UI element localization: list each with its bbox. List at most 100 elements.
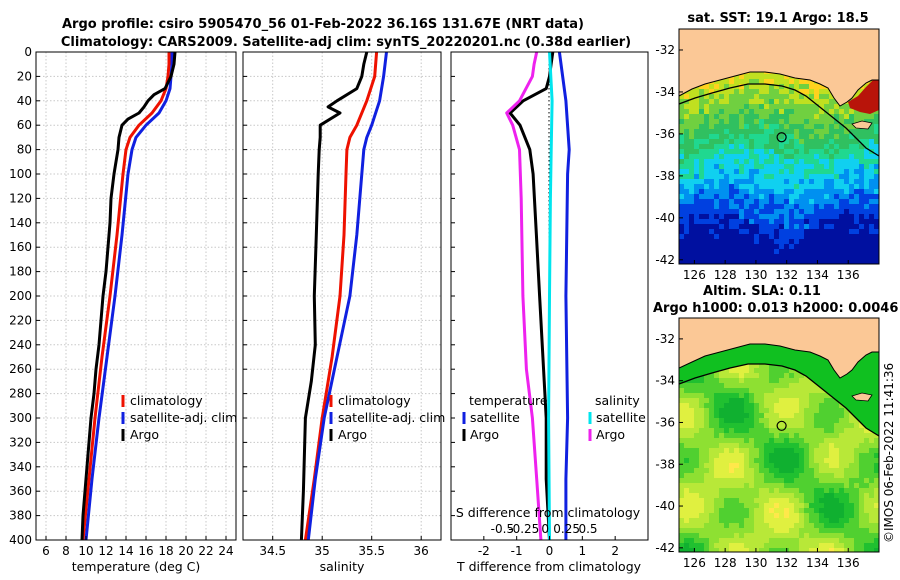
heatmap-cell (839, 219, 845, 225)
heatmap-cell (864, 543, 870, 549)
heatmap-cell (779, 154, 785, 160)
heatmap-cell (804, 433, 810, 439)
heatmap-cell (709, 373, 715, 379)
series-line-satellite-adj-clim (306, 51, 388, 541)
heatmap-cell (704, 239, 710, 245)
heatmap-cell (859, 523, 865, 529)
heatmap-cell (684, 199, 690, 205)
heatmap-cell (709, 478, 715, 484)
heatmap-cell (704, 94, 710, 100)
heatmap-cell (874, 533, 879, 539)
heatmap-cell (769, 249, 775, 255)
heatmap-cell (729, 423, 735, 429)
heatmap-cell (849, 478, 855, 484)
heatmap-cell (734, 199, 740, 205)
heatmap-cell (689, 423, 695, 429)
heatmap-cell (729, 94, 735, 100)
y-tick-label: 220 (9, 313, 32, 327)
heatmap-cell (794, 109, 800, 115)
heatmap-cell (724, 99, 730, 105)
heatmap-cell (734, 388, 740, 394)
heatmap-cell (799, 134, 805, 140)
heatmap-cell (859, 548, 865, 552)
heatmap-cell (769, 109, 775, 115)
heatmap-cell (784, 413, 790, 419)
heatmap-cell (719, 139, 725, 145)
heatmap-cell (869, 473, 875, 479)
heatmap-cell (714, 174, 720, 180)
heatmap-cell (849, 533, 855, 539)
heatmap-cell (854, 194, 860, 200)
heatmap-cell (709, 244, 715, 250)
heatmap-cell (759, 493, 765, 499)
heatmap-cell (804, 518, 810, 524)
heatmap-cell (864, 528, 870, 534)
heatmap-cell (829, 518, 835, 524)
heatmap-cell (754, 488, 760, 494)
heatmap-cell (689, 209, 695, 215)
heatmap-cell (694, 438, 700, 444)
heatmap-cell (864, 498, 870, 504)
heatmap-cell (794, 543, 800, 549)
heatmap-cell (684, 503, 690, 509)
heatmap-cell (689, 169, 695, 175)
heatmap-cell (789, 159, 795, 165)
heatmap-cell (834, 154, 840, 160)
heatmap-cell (729, 523, 735, 529)
heatmap-cell (829, 523, 835, 529)
heatmap-cell (779, 433, 785, 439)
heatmap-cell (819, 533, 825, 539)
heatmap-cell (719, 413, 725, 419)
heatmap-cell (734, 508, 740, 514)
heatmap-cell (829, 548, 835, 552)
heatmap-cell (789, 169, 795, 175)
heatmap-cell (734, 124, 740, 130)
heatmap-cell (684, 159, 690, 165)
heatmap-cell (814, 393, 820, 399)
heatmap-cell (744, 483, 750, 489)
heatmap-cell (834, 448, 840, 454)
heatmap-cell (799, 468, 805, 474)
heatmap-cell (799, 159, 805, 165)
heatmap-cell (864, 448, 870, 454)
heatmap-cell (729, 428, 735, 434)
heatmap-cell (789, 513, 795, 519)
heatmap-cell (854, 418, 860, 424)
heatmap-cell (769, 174, 775, 180)
heatmap-cell (754, 448, 760, 454)
heatmap-cell (849, 124, 855, 130)
heatmap-cell (749, 498, 755, 504)
heatmap-cell (759, 463, 765, 469)
heatmap-cell (814, 219, 820, 225)
heatmap-cell (824, 249, 830, 255)
heatmap-cell (709, 483, 715, 489)
heatmap-cell (859, 508, 865, 514)
heatmap-cell (824, 119, 830, 125)
heatmap-cell (739, 423, 745, 429)
heatmap-cell (729, 234, 735, 240)
heatmap-cell (679, 154, 685, 160)
heatmap-cell (804, 174, 810, 180)
heatmap-cell (844, 493, 850, 499)
heatmap-cell (679, 408, 685, 414)
heatmap-cell (719, 473, 725, 479)
heatmap-cell (729, 154, 735, 160)
heatmap-cell (744, 368, 750, 374)
heatmap-cell (869, 239, 875, 245)
heatmap-cell (684, 513, 690, 519)
heatmap-cell (694, 114, 700, 120)
heatmap-cell (704, 543, 710, 549)
series-line-salinity-satellite (547, 51, 554, 541)
heatmap-cell (724, 408, 730, 414)
heatmap-cell (694, 538, 700, 544)
heatmap-cell (774, 493, 780, 499)
heatmap-cell (769, 194, 775, 200)
heatmap-cell (744, 473, 750, 479)
heatmap-cell (779, 403, 785, 409)
heatmap-cell (714, 393, 720, 399)
heatmap-cell (864, 428, 870, 434)
heatmap-cell (769, 368, 775, 374)
heatmap-cell (694, 428, 700, 434)
heatmap-cell (744, 498, 750, 504)
heatmap-cell (729, 468, 735, 474)
